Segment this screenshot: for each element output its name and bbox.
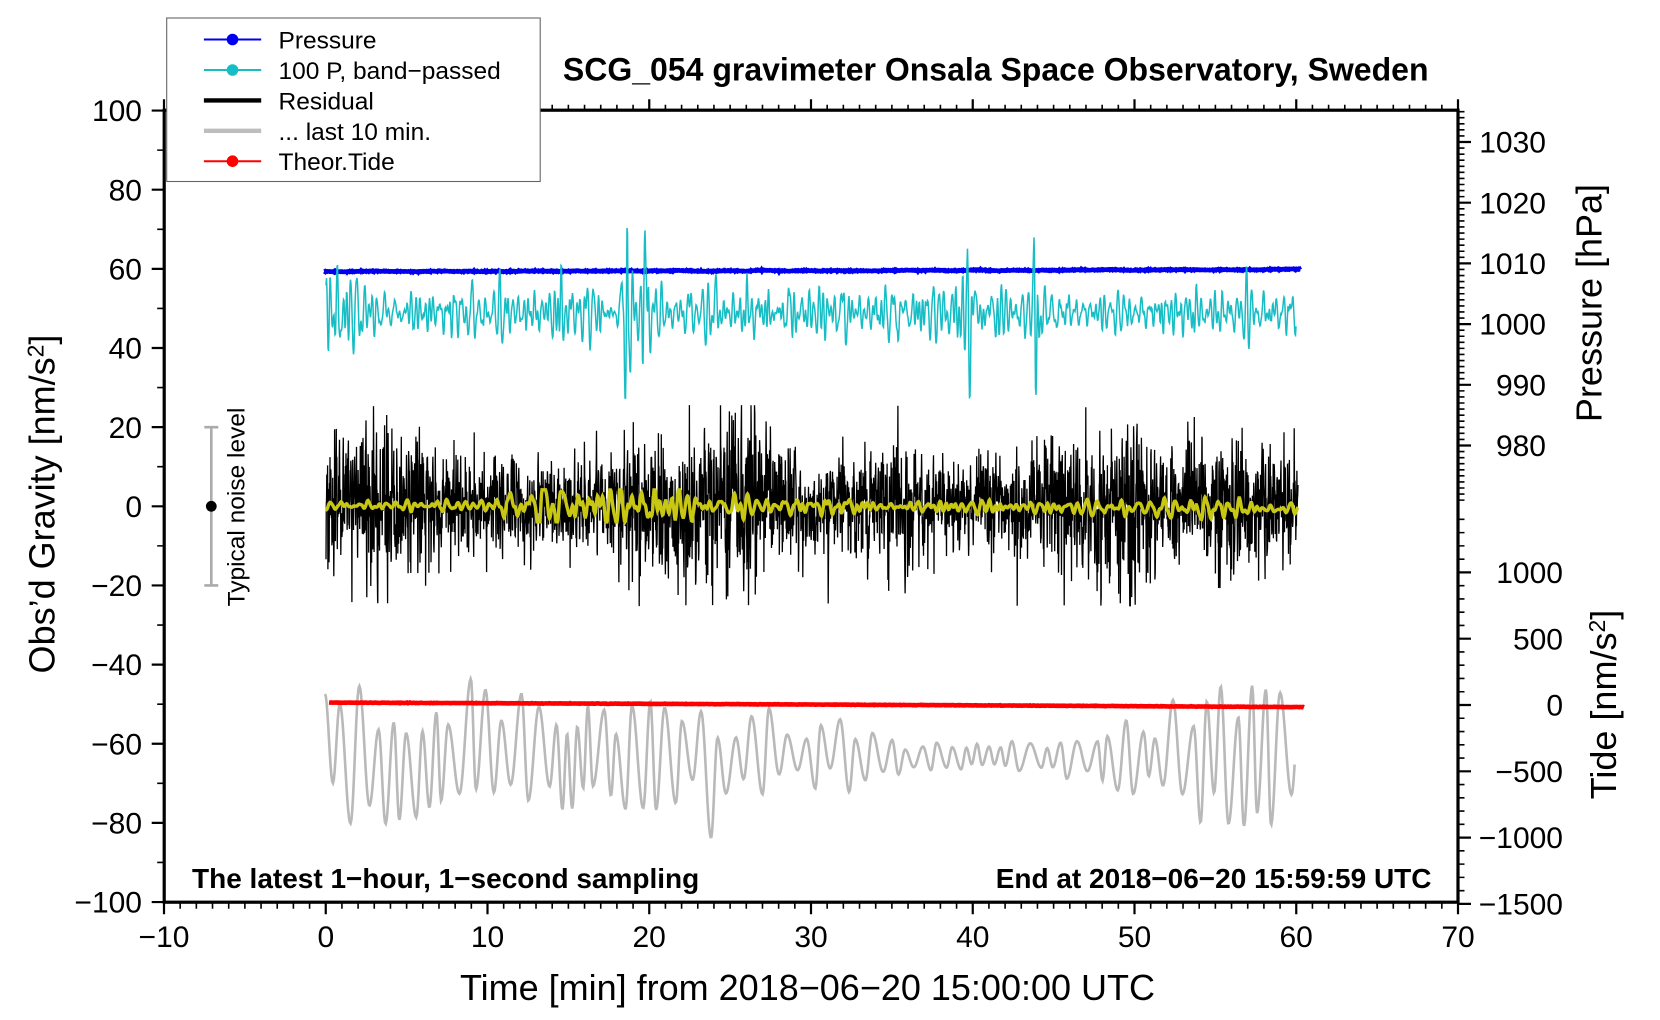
svg-text:1010: 1010 <box>1479 248 1546 281</box>
svg-text:10: 10 <box>471 921 504 954</box>
svg-text:0: 0 <box>317 921 334 954</box>
svg-text:1000: 1000 <box>1496 557 1563 590</box>
svg-text:0: 0 <box>125 491 142 524</box>
svg-text:Typical noise level: Typical noise level <box>224 408 251 607</box>
svg-text:100: 100 <box>92 95 142 128</box>
svg-text:SCG_054 gravimeter Onsala Spac: SCG_054 gravimeter Onsala Space Observat… <box>563 52 1429 88</box>
svg-text:Time [min] from 2018−06−20 15:: Time [min] from 2018−06−20 15:00:00 UTC <box>460 967 1155 1008</box>
svg-text:80: 80 <box>109 174 142 207</box>
svg-text:−500: −500 <box>1495 756 1563 789</box>
svg-text:Residual: Residual <box>279 88 374 115</box>
svg-text:−10: −10 <box>139 921 190 954</box>
svg-text:20: 20 <box>109 412 142 445</box>
svg-text:... last 10 min.: ... last 10 min. <box>279 119 432 146</box>
svg-text:Obs’d Gravity [nm/s2]: Obs’d Gravity [nm/s2] <box>22 335 63 674</box>
svg-text:−1500: −1500 <box>1479 889 1563 922</box>
svg-text:Theor.Tide: Theor.Tide <box>279 149 395 176</box>
svg-text:50: 50 <box>1118 921 1151 954</box>
svg-text:990: 990 <box>1496 369 1546 402</box>
svg-text:20: 20 <box>633 921 666 954</box>
svg-text:Pressure: Pressure <box>279 28 377 55</box>
svg-text:1020: 1020 <box>1479 187 1546 220</box>
svg-text:Pressure [hPa]: Pressure [hPa] <box>1569 184 1610 422</box>
svg-text:980: 980 <box>1496 430 1546 463</box>
svg-text:60: 60 <box>1280 921 1313 954</box>
svg-text:End at 2018−06−20 15:59:59 UTC: End at 2018−06−20 15:59:59 UTC <box>996 863 1432 894</box>
svg-text:−1000: −1000 <box>1479 822 1563 855</box>
svg-text:−80: −80 <box>91 808 142 841</box>
svg-text:40: 40 <box>109 333 142 366</box>
svg-text:500: 500 <box>1513 623 1563 656</box>
svg-text:70: 70 <box>1441 921 1474 954</box>
svg-text:40: 40 <box>956 921 989 954</box>
svg-text:The latest 1−hour, 1−second sa: The latest 1−hour, 1−second sampling <box>192 863 699 894</box>
svg-text:30: 30 <box>794 921 827 954</box>
svg-text:100 P, band−passed: 100 P, band−passed <box>279 58 501 85</box>
svg-text:0: 0 <box>1546 690 1563 723</box>
svg-text:1030: 1030 <box>1479 127 1546 160</box>
svg-text:60: 60 <box>109 254 142 287</box>
svg-text:−20: −20 <box>91 570 142 603</box>
svg-text:−40: −40 <box>91 649 142 682</box>
svg-text:1000: 1000 <box>1479 309 1546 342</box>
svg-text:Tide [nm/s2]: Tide [nm/s2] <box>1583 610 1624 800</box>
svg-text:−60: −60 <box>91 728 142 761</box>
svg-text:−100: −100 <box>74 887 142 920</box>
